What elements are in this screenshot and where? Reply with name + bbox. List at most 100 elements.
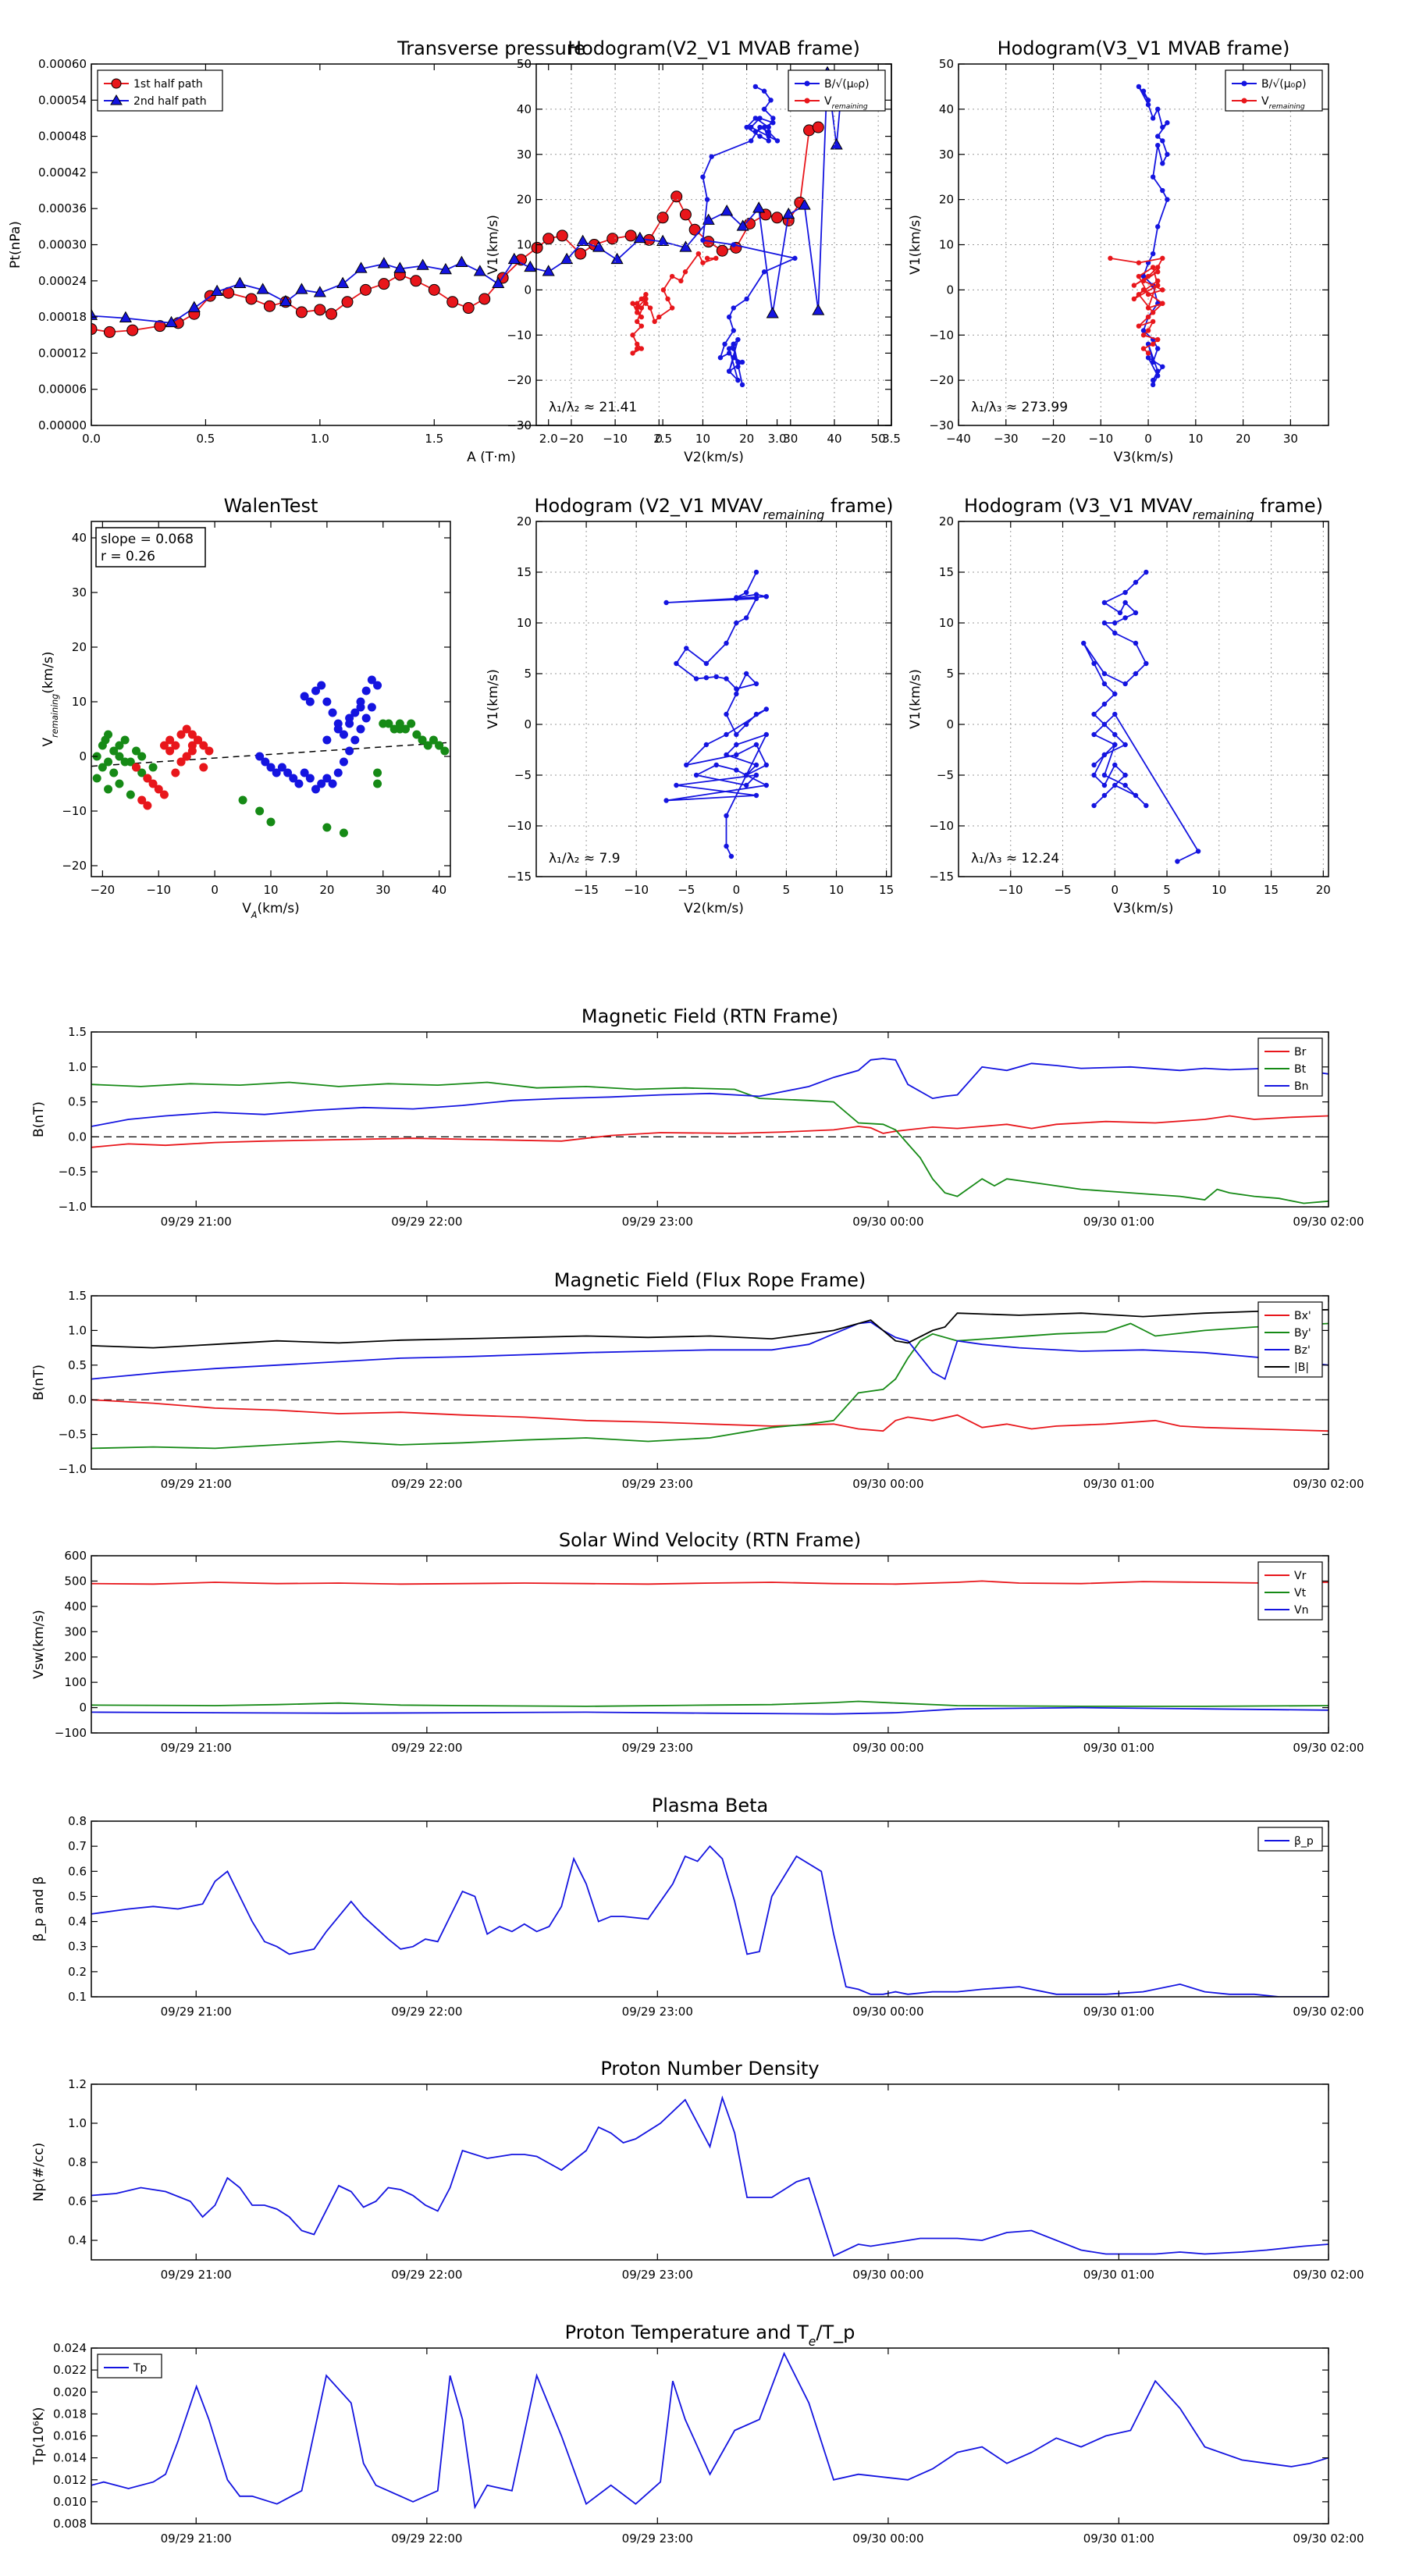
- data-point: [724, 640, 729, 646]
- data-point: [1160, 138, 1165, 144]
- y-tick-label: −5: [937, 768, 954, 782]
- chart-title: WalenTest: [224, 495, 318, 517]
- data-point: [643, 296, 649, 302]
- data-point: [1133, 610, 1139, 616]
- scatter-point: [115, 741, 124, 750]
- scatter-point: [120, 735, 130, 745]
- proton-number-density-panel: 09/29 21:00 09/29 22:00 09/29 23:00 09/30 0…: [31, 2058, 1364, 2282]
- data-point: [739, 382, 745, 388]
- x-tick-label: 09/29 23:00: [622, 1477, 693, 1491]
- data-point: [669, 273, 675, 279]
- data-point: [279, 294, 292, 307]
- data-point: [753, 772, 759, 778]
- series-line-0: [91, 2351, 1329, 2510]
- scatter-point: [328, 779, 337, 788]
- scatter-point: [317, 779, 326, 788]
- data-point: [724, 731, 729, 738]
- data-point: [154, 320, 166, 333]
- data-point: [753, 762, 759, 768]
- x-tick-label: 09/29 23:00: [622, 1215, 693, 1229]
- legend-marker: [111, 78, 122, 89]
- data-point: [556, 229, 568, 242]
- x-tick-label: 20: [739, 432, 754, 446]
- legend-label: Vt: [1294, 1587, 1307, 1599]
- scatter-point: [361, 713, 371, 723]
- data-point: [1155, 346, 1161, 351]
- data-point: [1133, 792, 1139, 799]
- data-point: [263, 300, 276, 312]
- scatter-point: [148, 779, 158, 788]
- y-tick-label: 0.8: [68, 2155, 87, 2169]
- data-point: [1136, 323, 1142, 329]
- y-tick-label: 20: [72, 640, 87, 654]
- magnetic-field-rtn-marks: [91, 1058, 1329, 1204]
- data-point: [678, 278, 684, 283]
- x-tick-label: −20: [1041, 432, 1066, 446]
- data-point: [734, 752, 739, 758]
- data-point: [341, 296, 354, 308]
- scatter-point: [143, 774, 152, 783]
- data-point: [634, 318, 640, 325]
- data-point: [679, 240, 692, 252]
- data-point: [716, 244, 728, 257]
- y-tick-label: 0.022: [53, 2363, 87, 2377]
- y-tick-label: 0.3: [68, 1940, 87, 1954]
- data-point: [726, 368, 732, 374]
- y-tick-label: 100: [64, 1675, 87, 1689]
- x-tick-label: 09/29 22:00: [391, 1741, 462, 1755]
- data-point: [743, 589, 749, 596]
- scatter-point: [182, 724, 191, 734]
- data-point: [336, 276, 350, 288]
- data-point: [768, 98, 774, 103]
- data-point: [1131, 296, 1137, 302]
- data-point: [574, 247, 587, 260]
- data-point: [1133, 579, 1139, 585]
- data-point: [792, 255, 798, 262]
- scatter-point: [115, 779, 124, 788]
- x-tick-label: 09/29 23:00: [622, 2005, 693, 2019]
- data-point: [1150, 359, 1156, 365]
- x-tick-label: 09/30 02:00: [1293, 1741, 1364, 1755]
- hodogram-v3-v1-mvav-marks: [1081, 569, 1201, 864]
- data-point: [1155, 265, 1161, 270]
- x-tick-label: −5: [678, 883, 695, 897]
- x-tick-label: −10: [624, 883, 649, 897]
- x-tick-label: 3.5: [882, 432, 901, 446]
- y-tick-label: −30: [507, 418, 532, 432]
- y-tick-label: 0.00000: [38, 418, 87, 432]
- y-axis-label: β_p and β: [31, 1877, 47, 1942]
- scatter-point: [92, 774, 101, 783]
- data-point: [660, 287, 667, 293]
- data-point: [1112, 711, 1118, 717]
- y-tick-label: 0.00042: [38, 165, 87, 180]
- y-tick-label: 20: [939, 514, 954, 528]
- y-tick-label: −10: [929, 819, 954, 833]
- data-point: [734, 742, 739, 748]
- data-point: [1145, 291, 1151, 297]
- data-point: [739, 359, 745, 365]
- data-point: [592, 240, 606, 252]
- scatter-point: [328, 708, 337, 717]
- data-point: [1122, 589, 1128, 596]
- data-point: [684, 646, 689, 651]
- data-point: [1101, 782, 1108, 788]
- y-tick-label: 20: [517, 193, 532, 207]
- y-axis-label: B(nT): [31, 1364, 47, 1400]
- scatter-point: [266, 817, 276, 827]
- y-tick-label: −20: [62, 859, 87, 873]
- x-tick-label: −40: [946, 432, 971, 446]
- series-line-1: [91, 1322, 1329, 1450]
- data-point: [731, 341, 736, 347]
- data-point: [1145, 98, 1151, 103]
- scatter-point: [159, 790, 169, 799]
- data-point: [1101, 772, 1108, 778]
- data-point: [1150, 265, 1156, 270]
- y-tick-label: 0.024: [53, 2341, 87, 2355]
- scatter-point: [171, 768, 180, 777]
- scatter-point: [305, 697, 315, 706]
- data-point: [703, 660, 710, 667]
- data-point: [752, 116, 759, 121]
- data-point: [763, 594, 769, 600]
- data-point: [1091, 772, 1097, 778]
